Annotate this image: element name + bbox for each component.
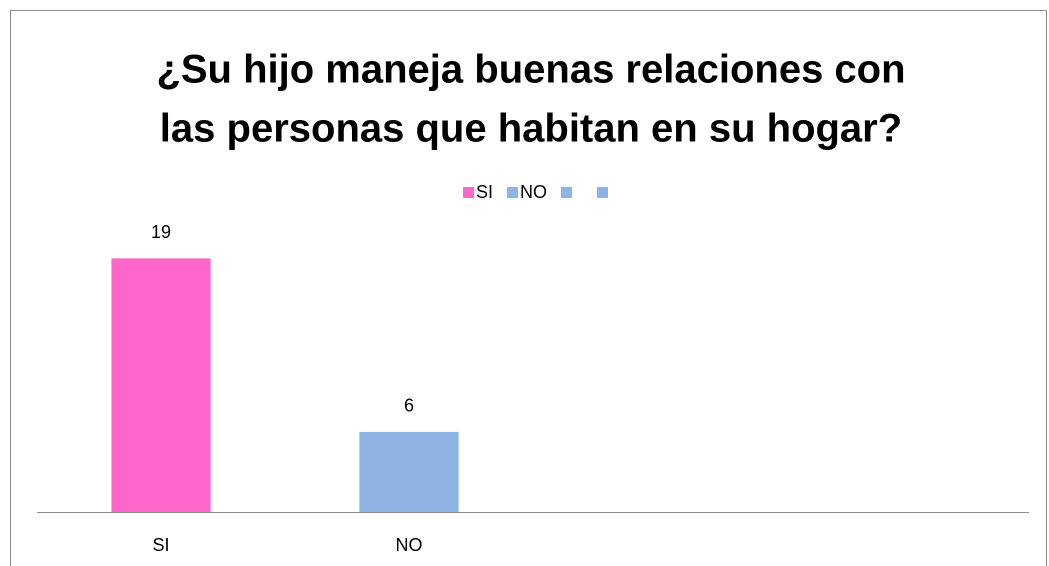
legend-label: SI (476, 182, 493, 202)
x-tick-label: SI (152, 535, 169, 555)
legend-label: NO (520, 182, 547, 202)
data-label: 6 (404, 396, 414, 416)
x-tick-label: NO (396, 535, 423, 555)
legend-swatch (597, 187, 609, 198)
data-label: 19 (151, 222, 171, 242)
bar (111, 258, 211, 512)
chart-title: las personas que habitan en su hogar? (160, 107, 902, 151)
chart-title: ¿Su hijo maneja buenas relaciones con (156, 48, 905, 92)
legend-swatch (507, 187, 519, 198)
bar (359, 431, 459, 512)
legend-swatch (463, 187, 474, 198)
legend-swatch (561, 187, 573, 198)
